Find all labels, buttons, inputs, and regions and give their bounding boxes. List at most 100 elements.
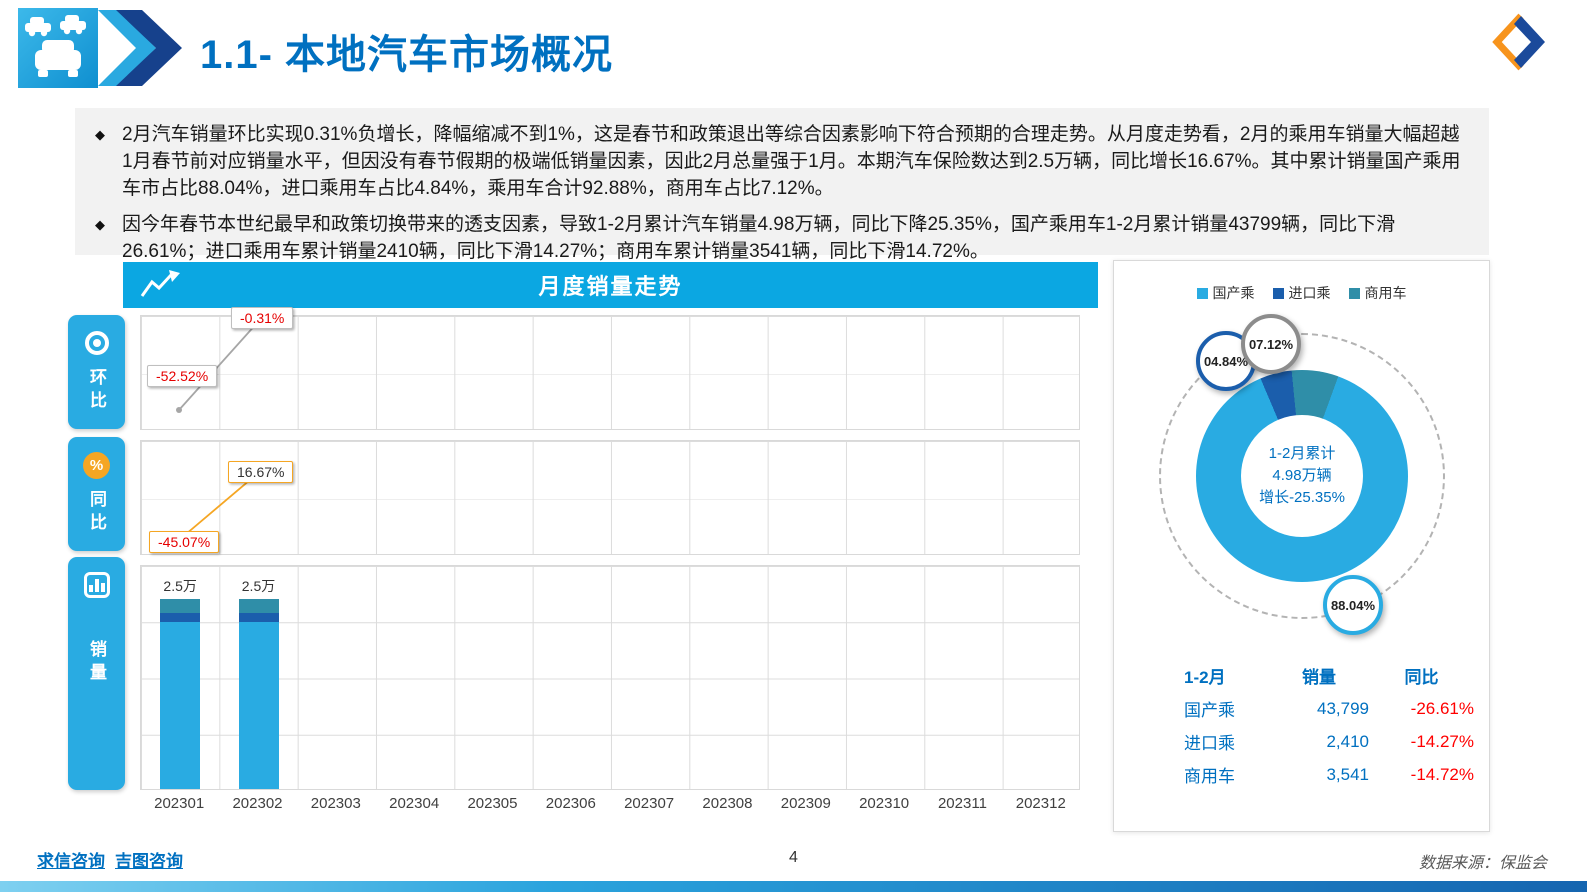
month-label: 202301 [154, 795, 205, 812]
bar-chart-icon [83, 570, 110, 600]
legend-item: 进口乘 [1272, 283, 1331, 303]
donut-center-line2: 4.98万辆 [1272, 467, 1332, 484]
legend-label: 国产乘 [1212, 285, 1255, 301]
month-label: 202312 [1015, 795, 1066, 812]
donut-center-line3: 增长-25.35% [1259, 489, 1345, 506]
yoy-chart-panel [140, 440, 1080, 555]
legend-label: 商用车 [1364, 285, 1407, 301]
percent-icon: % [83, 450, 110, 480]
legend-label: 进口乘 [1288, 285, 1331, 301]
month-label: 202308 [702, 795, 753, 812]
summary-table: 1-2月 销量 同比国产乘 43,799 -26.61% 进口乘 2,410 -14.27% 商… [1184, 659, 1474, 791]
month-label: 202305 [467, 795, 518, 812]
tab-mom[interactable]: 环比 [68, 315, 125, 429]
bar-segment-商用车 [238, 599, 279, 613]
legend-item: 商用车 [1348, 283, 1407, 303]
tab-sales-label: 销量 [87, 640, 106, 686]
badge-domestic-share: 88.04% [1323, 575, 1383, 635]
page-number: 4 [789, 849, 798, 866]
chevron-right-icon [98, 8, 190, 88]
table-cell: 商用车 [1184, 767, 1235, 786]
sales-bar: 2.5万 [160, 576, 201, 789]
table-header-row: 1-2月 销量 同比 [1184, 659, 1474, 692]
brand-logo-icon [1491, 10, 1555, 76]
table-cell: 进口乘 [1184, 734, 1235, 753]
month-label: 202302 [232, 795, 283, 812]
table-cell: -14.72% [1410, 764, 1474, 784]
yoy-feb-label: 16.67% [228, 461, 294, 483]
table-header: 同比 [1404, 668, 1439, 687]
badge-commercial-share: 07.12% [1241, 314, 1301, 374]
cars-glyph [25, 15, 86, 77]
month-label: 202304 [389, 795, 440, 812]
dashed-ring [1159, 333, 1445, 619]
mom-chart-panel [140, 315, 1080, 430]
bar-stack [238, 599, 279, 789]
trend-section-title: 月度销量走势 [538, 274, 683, 299]
donut-chart: 1-2月累计 4.98万辆 增长-25.35% [1196, 370, 1408, 582]
table-cell: -14.27% [1410, 731, 1474, 751]
tab-yoy-label: 同比 [87, 490, 106, 536]
table-header: 1-2月 [1184, 668, 1226, 687]
month-label: 202311 [937, 795, 987, 812]
tab-mom-label: 环比 [87, 368, 106, 414]
legend-swatch-icon [1272, 287, 1284, 299]
legend-swatch-icon [1348, 287, 1360, 299]
legend-swatch-icon [1196, 287, 1208, 299]
table-cell: 2,410 [1326, 731, 1369, 751]
bullet-text: 因今年春节本世纪最早和政策切换带来的透支因素，导致1-2月累计汽车销量4.98万… [122, 214, 1396, 262]
bar-segment-商用车 [160, 599, 201, 613]
sales-bar: 2.5万 [238, 576, 279, 789]
table-cell: 3,541 [1326, 764, 1369, 784]
tab-sales[interactable]: 销量 [68, 557, 125, 790]
trend-section-header: 月度销量走势 [123, 262, 1098, 308]
bar-segment-国产乘 [238, 621, 279, 789]
table-cell: 国产乘 [1184, 701, 1235, 720]
cars-icon [18, 8, 98, 88]
month-label: 202310 [859, 795, 910, 812]
page-title: 1.1- 本地汽车市场概况 [200, 33, 614, 77]
donut-center-line1: 1-2月累计 [1268, 445, 1336, 462]
table-row: 商用车 3,541 -14.72% [1184, 758, 1474, 791]
share-card: 国产乘 进口乘 商用车 1-2月累计 4.98万辆 增长-25.35% 04.84%… [1113, 260, 1490, 832]
donut-center: 1-2月累计 4.98万辆 增长-25.35% [1241, 415, 1363, 537]
table-row: 进口乘 2,410 -14.27% [1184, 725, 1474, 758]
table-header: 销量 [1302, 668, 1336, 687]
bar-stack [160, 599, 201, 789]
month-label: 202303 [310, 795, 361, 812]
mom-jan-label: -52.52% [147, 365, 218, 387]
mom-feb-label: -0.31% [231, 307, 294, 329]
table-cell: -26.61% [1410, 698, 1474, 718]
footer-link[interactable]: 求信咨询 [37, 852, 105, 871]
table-row: 国产乘 43,799 -26.61% [1184, 692, 1474, 725]
ring-target-icon [84, 328, 109, 358]
bullet-item: ◆ 2月汽车销量环比实现0.31%负增长，降幅缩减不到1%，这是春节和政策退出等综… [87, 121, 1467, 202]
bar-value-label: 2.5万 [241, 578, 276, 595]
data-source: 数据来源：保监会 [1418, 855, 1547, 872]
table-cell: 43,799 [1317, 698, 1369, 718]
footer-link[interactable]: 吉图咨询 [115, 852, 183, 871]
diamond-bullet-icon: ◆ [95, 217, 105, 232]
footer-links: 求信咨询 吉图咨询 [37, 847, 183, 872]
donut-legend: 国产乘 进口乘 商用车 [1114, 283, 1489, 303]
diamond-bullet-icon: ◆ [95, 127, 105, 142]
bottom-accent-bar [0, 881, 1587, 892]
month-label: 202307 [624, 795, 675, 812]
bar-segment-进口乘 [238, 612, 279, 622]
bar-segment-国产乘 [160, 621, 201, 789]
yoy-jan-label: -45.07% [149, 531, 220, 553]
tab-yoy[interactable]: % 同比 [68, 437, 125, 551]
summary-bullets: ◆ 2月汽车销量环比实现0.31%负增长，降幅缩减不到1%，这是春节和政策退出等综… [75, 108, 1489, 262]
bar-segment-进口乘 [160, 612, 201, 622]
month-axis: 202301 202302 202303 202304 202305 202306 2023… [140, 795, 1080, 812]
month-label: 202306 [545, 795, 596, 812]
legend-item: 国产乘 [1196, 283, 1255, 303]
trend-line-icon [139, 270, 185, 308]
bullet-text: 2月汽车销量环比实现0.31%负增长，降幅缩减不到1%，这是春节和政策退出等综合… [122, 124, 1461, 199]
bullet-item: ◆ 因今年春节本世纪最早和政策切换带来的透支因素，导致1-2月累计汽车销量4.98… [87, 211, 1467, 265]
sales-bars: 2.5万 2.5万 [141, 566, 1079, 789]
month-label: 202309 [780, 795, 831, 812]
bar-value-label: 2.5万 [163, 578, 197, 595]
sales-chart-panel: 2.5万 2.5万 [140, 565, 1080, 790]
